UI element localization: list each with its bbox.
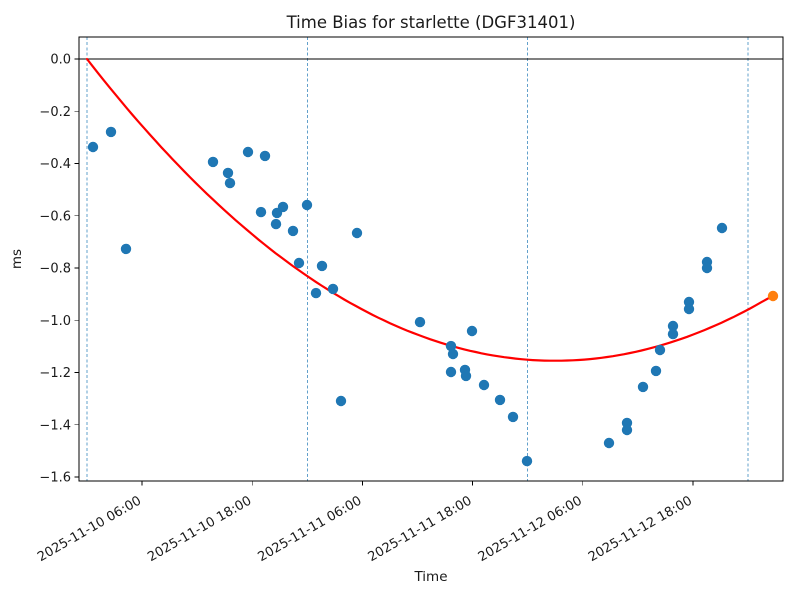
data-point bbox=[259, 150, 271, 162]
x-axis-ticks-layer: 2025-11-10 06:00 2025-11-10 18:00 2025-11-… bbox=[35, 481, 695, 565]
data-point bbox=[301, 199, 313, 211]
chart-title: Time Bias for starlette (DGF31401) bbox=[286, 13, 576, 32]
highlight-data-point bbox=[767, 290, 779, 302]
data-point bbox=[667, 320, 679, 332]
data-point bbox=[460, 370, 472, 382]
data-point bbox=[447, 348, 459, 360]
fit-curve-layer bbox=[85, 57, 775, 362]
y-tick-label: −0.2 bbox=[39, 105, 71, 120]
data-point bbox=[414, 316, 426, 328]
x-tick-label: 2025-11-10 06:00 bbox=[35, 493, 144, 565]
data-point bbox=[351, 227, 363, 239]
data-point bbox=[494, 394, 506, 406]
data-point bbox=[87, 141, 99, 153]
data-point bbox=[255, 206, 267, 218]
data-point bbox=[287, 225, 299, 237]
y-tick-label: −0.6 bbox=[39, 209, 71, 224]
data-point bbox=[310, 287, 322, 299]
y-tick-label: −1.4 bbox=[39, 418, 71, 433]
y-tick-label: −0.8 bbox=[39, 262, 71, 277]
y-axis-ticks-layer: 0.0 −0.2 −0.4 −0.6 −0.8 −1.0 −1.2 −1.4 −1.6 bbox=[39, 53, 79, 486]
y-tick-label: −1.2 bbox=[39, 366, 71, 381]
data-point bbox=[650, 365, 662, 377]
data-point bbox=[327, 283, 339, 295]
x-tick-label: 2025-11-12 18:00 bbox=[586, 493, 695, 565]
x-tick-label: 2025-11-12 06:00 bbox=[476, 493, 585, 565]
data-point bbox=[478, 379, 490, 391]
x-tick-label: 2025-11-11 18:00 bbox=[366, 493, 475, 565]
data-point bbox=[120, 243, 132, 255]
scatter-points-layer bbox=[87, 126, 779, 467]
data-point bbox=[445, 366, 457, 378]
y-axis-label: ms bbox=[9, 249, 25, 269]
data-point bbox=[224, 177, 236, 189]
plot-area-border bbox=[78, 36, 784, 482]
data-point bbox=[507, 411, 519, 423]
data-point bbox=[277, 201, 289, 213]
data-point bbox=[701, 262, 713, 274]
y-tick-label: −1.6 bbox=[39, 471, 71, 486]
y-tick-label: −0.4 bbox=[39, 157, 71, 172]
data-point bbox=[316, 260, 328, 272]
data-point bbox=[667, 328, 679, 340]
x-axis-label: Time bbox=[413, 569, 447, 585]
data-point bbox=[637, 381, 649, 393]
data-point bbox=[654, 344, 666, 356]
data-point bbox=[603, 437, 615, 449]
data-point bbox=[105, 126, 117, 138]
data-point bbox=[445, 340, 457, 352]
data-point bbox=[207, 156, 219, 168]
data-point bbox=[222, 167, 234, 179]
data-point bbox=[270, 218, 282, 230]
data-point bbox=[521, 455, 533, 467]
data-point bbox=[466, 325, 478, 337]
y-tick-label: −1.0 bbox=[39, 314, 71, 329]
fit-curve-line bbox=[85, 57, 775, 362]
data-point bbox=[716, 222, 728, 234]
data-point bbox=[683, 303, 695, 315]
data-point bbox=[335, 395, 347, 407]
x-tick-label: 2025-11-11 06:00 bbox=[255, 493, 364, 565]
day-boundary-lines-layer bbox=[86, 37, 749, 481]
y-tick-label: 0.0 bbox=[50, 53, 71, 68]
data-point bbox=[242, 146, 254, 158]
data-point bbox=[293, 257, 305, 269]
x-tick-label: 2025-11-10 18:00 bbox=[145, 493, 254, 565]
data-point bbox=[621, 424, 633, 436]
